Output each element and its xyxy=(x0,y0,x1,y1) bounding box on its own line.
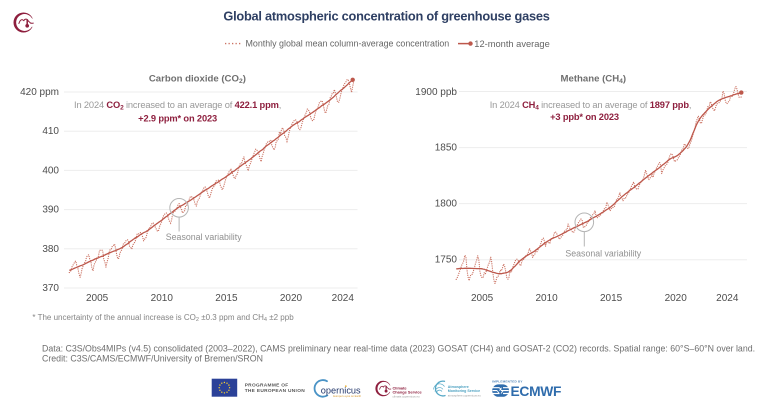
svg-text:420 ppm: 420 ppm xyxy=(20,87,59,98)
svg-text:1900 ppb: 1900 ppb xyxy=(415,87,457,98)
svg-text:2024: 2024 xyxy=(716,293,739,304)
svg-text:400: 400 xyxy=(42,165,59,176)
svg-text:PROGRAMME OF: PROGRAMME OF xyxy=(245,383,289,389)
svg-text:1850: 1850 xyxy=(435,143,458,154)
svg-text:2020: 2020 xyxy=(280,293,303,304)
svg-text:Carbon dioxide (CO2): Carbon dioxide (CO2) xyxy=(149,74,246,86)
svg-text:climate.copernicus.eu: climate.copernicus.eu xyxy=(393,395,420,399)
svg-text:12-month average: 12-month average xyxy=(474,39,549,49)
svg-text:2005: 2005 xyxy=(471,293,494,304)
svg-text:2020: 2020 xyxy=(665,293,688,304)
svg-text:1800: 1800 xyxy=(435,199,458,210)
svg-text:Monitoring Service: Monitoring Service xyxy=(448,389,480,393)
svg-text:In 2024 CO2 increased to an av: In 2024 CO2 increased to an average of 4… xyxy=(74,100,281,112)
svg-text:Seasonal variability: Seasonal variability xyxy=(166,232,242,242)
svg-text:+3 ppb* on 2023: +3 ppb* on 2023 xyxy=(550,112,619,122)
svg-text:370: 370 xyxy=(42,283,59,294)
svg-text:Seasonal variability: Seasonal variability xyxy=(565,249,641,259)
svg-text:Methane (CH4): Methane (CH4) xyxy=(561,74,627,86)
svg-text:atmosphere.copernicus.eu: atmosphere.copernicus.eu xyxy=(448,393,481,397)
svg-text:Global atmospheric concentrati: Global atmospheric concentration of gree… xyxy=(223,8,549,23)
svg-text:Europe’s eyes on Earth: Europe’s eyes on Earth xyxy=(333,394,361,398)
svg-text:2005: 2005 xyxy=(86,293,109,304)
svg-text:opernicus: opernicus xyxy=(321,385,361,395)
svg-text:2015: 2015 xyxy=(600,293,623,304)
svg-text:THE EUROPEAN UNION: THE EUROPEAN UNION xyxy=(245,388,306,394)
svg-text:2010: 2010 xyxy=(151,293,174,304)
svg-text:* The uncertainty of the annua: * The uncertainty of the annual increase… xyxy=(32,313,294,323)
svg-text:Atmosphere: Atmosphere xyxy=(448,385,469,389)
svg-text:1750: 1750 xyxy=(435,255,458,266)
svg-text:IMPLEMENTED BY: IMPLEMENTED BY xyxy=(492,379,523,383)
svg-text:380: 380 xyxy=(42,244,59,255)
svg-text:2015: 2015 xyxy=(215,293,238,304)
svg-text:+2.9 ppm* on 2023: +2.9 ppm* on 2023 xyxy=(138,113,217,123)
svg-text:Data: C3S/Obs4MIPs (v4.5) cons: Data: C3S/Obs4MIPs (v4.5) consolidated (… xyxy=(42,344,755,354)
svg-text:2024: 2024 xyxy=(332,293,355,304)
svg-text:Change Service: Change Service xyxy=(393,390,423,395)
svg-text:390: 390 xyxy=(42,205,59,216)
svg-text:2010: 2010 xyxy=(535,293,558,304)
svg-text:ECMWF: ECMWF xyxy=(511,384,562,399)
svg-text:Climate: Climate xyxy=(393,385,408,390)
svg-text:Monthly global mean column-ave: Monthly global mean column-average conce… xyxy=(246,39,450,49)
svg-text:In 2024 CH4 increased to an av: In 2024 CH4 increased to an average of 1… xyxy=(490,100,692,112)
svg-text:410: 410 xyxy=(42,126,59,137)
svg-text:Credit: C3S/CAMS/ECMWF/Univers: Credit: C3S/CAMS/ECMWF/University of Bre… xyxy=(42,354,263,364)
